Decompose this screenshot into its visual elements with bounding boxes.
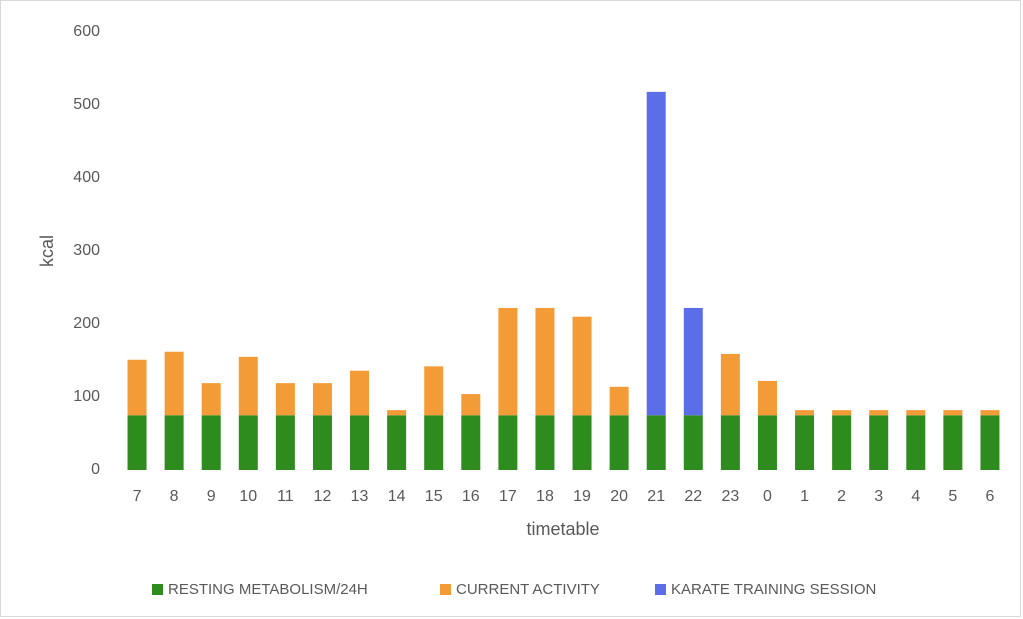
x-tick-label: 15: [425, 488, 443, 505]
bar-segment: [238, 415, 258, 470]
x-tick-label: 14: [388, 488, 406, 505]
bar-segment: [238, 356, 258, 416]
x-tick-label: 10: [239, 488, 257, 505]
bar-segment: [350, 415, 370, 470]
legend-label: KARATE TRAINING SESSION: [671, 581, 876, 598]
bar-segment: [683, 307, 703, 416]
bar-segment: [609, 386, 629, 416]
bar-segment: [498, 415, 518, 470]
bar-segment: [906, 410, 926, 416]
x-tick-label: 20: [610, 488, 628, 505]
bar-segment: [201, 383, 221, 416]
x-tick-label: 17: [499, 488, 517, 505]
x-tick-label: 21: [647, 488, 665, 505]
x-tick-label: 12: [314, 488, 332, 505]
y-tick-label: 300: [73, 242, 100, 259]
bar-segment: [832, 415, 852, 470]
legend-label: RESTING METABOLISM/24H: [168, 581, 368, 598]
bar-segment: [312, 383, 332, 416]
bar-segment: [164, 415, 184, 470]
bar-segment: [498, 307, 518, 416]
bar-segment: [424, 366, 444, 416]
bar-segment: [646, 415, 666, 470]
bar-segment: [869, 410, 889, 416]
bar-segment: [832, 410, 852, 416]
y-axis-label: kcal: [37, 235, 57, 267]
x-tick-label: 23: [721, 488, 739, 505]
y-tick-label: 400: [73, 169, 100, 186]
x-tick-label: 0: [763, 488, 772, 505]
y-tick-label: 100: [73, 388, 100, 405]
bar-segment: [535, 415, 555, 470]
bar-segment: [535, 307, 555, 416]
bar-segment: [461, 394, 481, 416]
x-tick-label: 6: [986, 488, 995, 505]
bar-segment: [164, 351, 184, 416]
bar-segment: [646, 91, 666, 416]
y-tick-label: 600: [73, 23, 100, 40]
bar-segment: [350, 370, 370, 416]
x-tick-label: 18: [536, 488, 554, 505]
bar-segment: [943, 410, 963, 416]
x-tick-label: 7: [133, 488, 142, 505]
x-tick-label: 1: [800, 488, 809, 505]
x-axis-label: timetable: [526, 519, 599, 539]
x-tick-label: 22: [684, 488, 702, 505]
bar-segment: [127, 359, 147, 416]
bar-segment: [461, 415, 481, 470]
x-tick-label: 8: [170, 488, 179, 505]
bar-segment: [572, 316, 592, 416]
x-tick-label: 3: [874, 488, 883, 505]
bar-segment: [387, 415, 407, 470]
legend-swatch: [655, 584, 666, 595]
x-tick-label: 16: [462, 488, 480, 505]
y-tick-label: 200: [73, 315, 100, 332]
legend-swatch: [152, 584, 163, 595]
legend-swatch: [440, 584, 451, 595]
bar-segment: [906, 415, 926, 470]
x-tick-label: 4: [911, 488, 920, 505]
x-tick-label: 11: [277, 488, 294, 505]
bar-segment: [943, 415, 963, 470]
y-tick-label: 0: [91, 461, 100, 478]
bar-segment: [387, 410, 407, 416]
bar-segment: [757, 415, 777, 470]
x-tick-label: 13: [351, 488, 369, 505]
bar-segment: [720, 353, 740, 416]
bar-segment: [720, 415, 740, 470]
bar-segment: [275, 383, 295, 416]
x-tick-label: 9: [207, 488, 216, 505]
bar-segment: [312, 415, 332, 470]
bar-segment: [424, 415, 444, 470]
bar-segment: [201, 415, 221, 470]
bar-segment: [572, 415, 592, 470]
x-tick-label: 2: [837, 488, 846, 505]
bar-segment: [795, 415, 815, 470]
bar-segment: [275, 415, 295, 470]
bar-segment: [980, 415, 1000, 470]
bar-segment: [683, 415, 703, 470]
y-tick-label: 500: [73, 96, 100, 113]
x-tick-label: 19: [573, 488, 591, 505]
bar-segment: [757, 380, 777, 416]
bar-segment: [127, 415, 147, 470]
bar-segment: [795, 410, 815, 416]
bar-segment: [980, 410, 1000, 416]
x-tick-label: 5: [948, 488, 957, 505]
bar-segment: [609, 415, 629, 470]
legend-label: CURRENT ACTIVITY: [456, 581, 600, 598]
bar-segment: [869, 415, 889, 470]
